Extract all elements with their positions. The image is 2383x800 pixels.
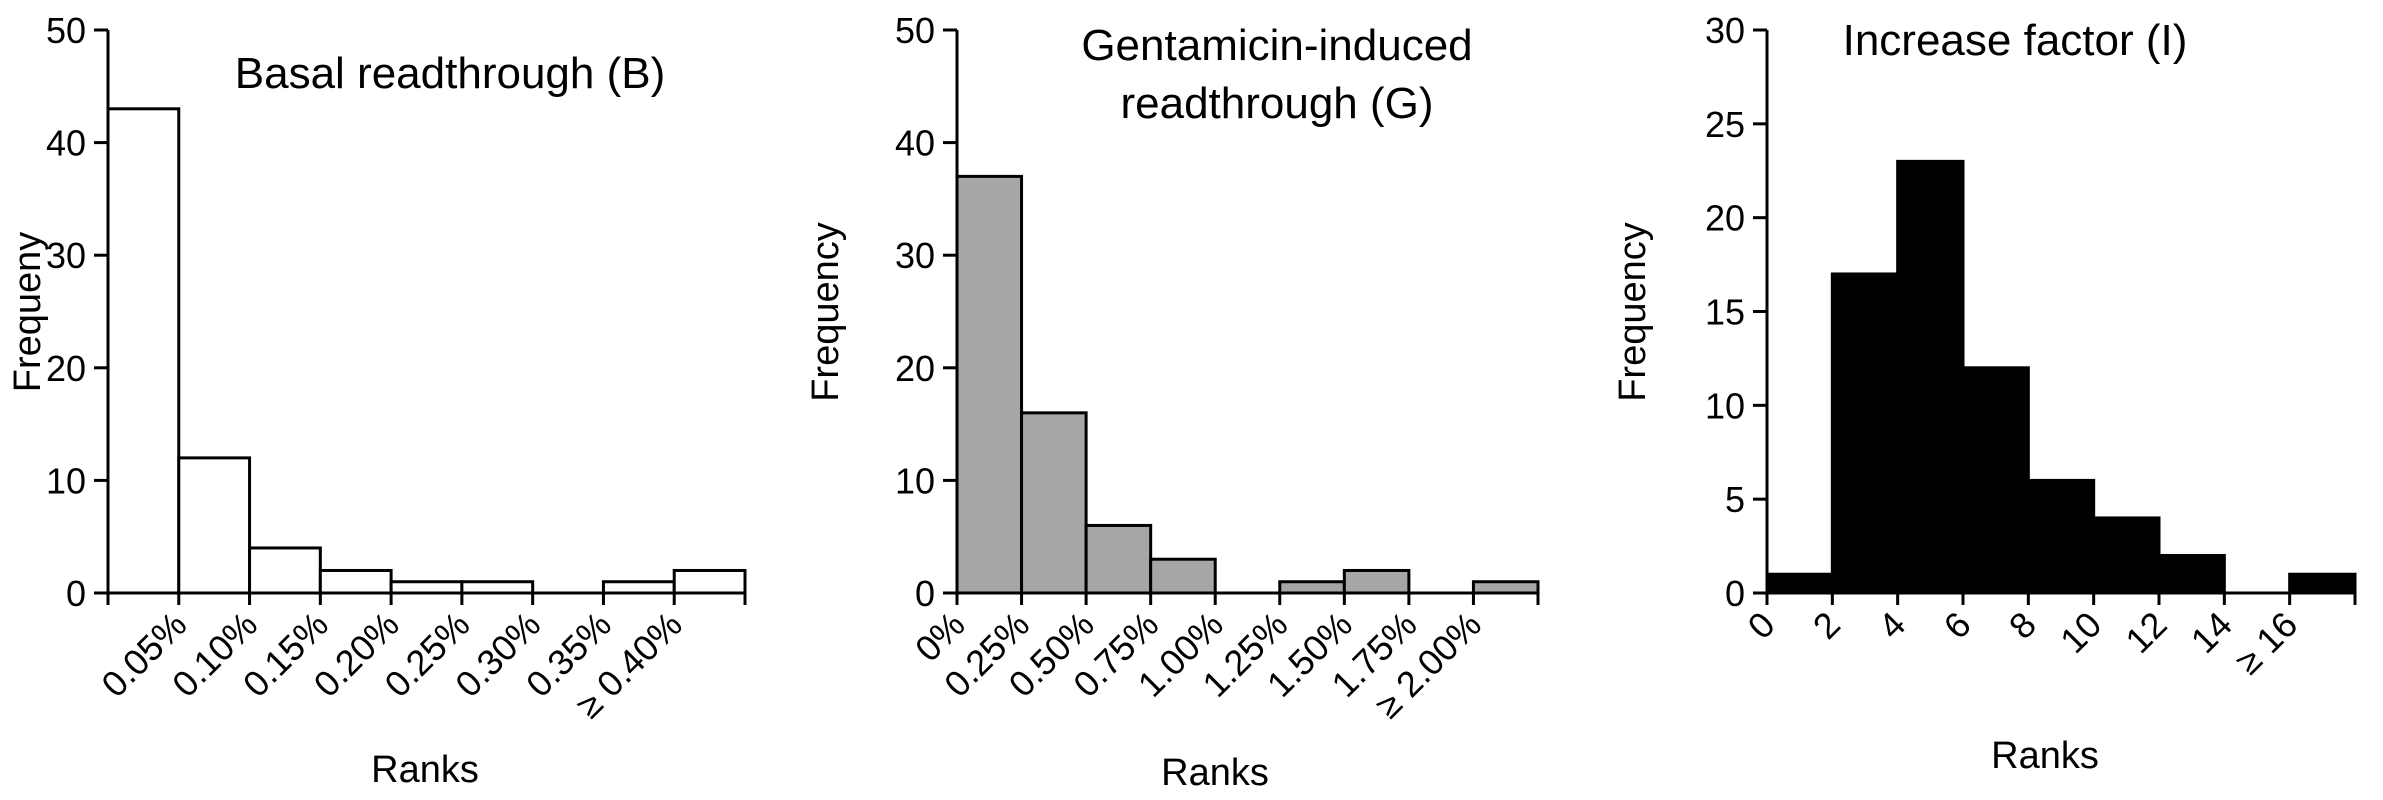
y-tick-label: 5 [1725, 479, 1745, 520]
y-tick-label: 25 [1705, 104, 1745, 145]
y-tick-label: 10 [1705, 385, 1745, 426]
y-tick-label: 50 [895, 10, 935, 51]
bar-2 [1084, 523, 1153, 595]
bar-6 [1342, 568, 1411, 595]
y-tick-label: 20 [1705, 198, 1745, 239]
chart-title: Increase factor (I) [1843, 16, 2188, 65]
bar-6 [2157, 553, 2226, 595]
y-tick-label: 20 [895, 348, 935, 389]
bar-5 [2092, 516, 2161, 595]
x-tick-label: 2 [1805, 604, 1848, 647]
chart-title: readthrough (G) [1120, 79, 1433, 128]
x-axis-title: Ranks [1991, 735, 2099, 777]
chart-title: Basal readthrough (B) [235, 49, 665, 98]
bar-0 [955, 174, 1024, 595]
bar-0 [1765, 572, 1834, 595]
bar-2 [248, 546, 322, 595]
bar-4 [389, 580, 464, 595]
bar-7 [601, 580, 676, 595]
bar-4 [2026, 478, 2096, 595]
y-tick-label: 40 [46, 123, 86, 164]
y-tick-label: 10 [895, 460, 935, 501]
x-tick-label: 12 [2117, 604, 2174, 661]
bar-8 [1471, 580, 1540, 595]
x-tick-label: 4 [1870, 604, 1913, 647]
bar-5 [460, 580, 535, 595]
y-tick-label: 30 [46, 235, 86, 276]
y-tick-label: 0 [915, 573, 935, 614]
y-tick-label: 40 [895, 123, 935, 164]
y-tick-label: 20 [46, 348, 86, 389]
y-tick-label: 15 [1705, 292, 1745, 333]
y-tick-label: 0 [66, 573, 86, 614]
chart-basal-readthrough: 010203040500.05%0.10%0.15%0.20%0.25%0.30… [7, 10, 747, 791]
y-axis-title: Frequeny [7, 232, 49, 393]
y-tick-label: 30 [895, 235, 935, 276]
y-tick-label: 10 [46, 460, 86, 501]
bar-8 [2288, 572, 2357, 595]
x-tick-label: 10 [2052, 604, 2109, 661]
y-axis-title: Frequency [805, 222, 847, 402]
bar-8 [672, 568, 747, 595]
bar-1 [1020, 411, 1088, 595]
x-tick-label: 6 [1936, 604, 1979, 647]
chart-title: Gentamicin-induced [1081, 21, 1472, 70]
y-tick-label: 30 [1705, 10, 1745, 51]
x-axis-title: Ranks [1161, 752, 1269, 794]
x-tick-label: 8 [2001, 604, 2044, 647]
y-tick-label: 0 [1725, 573, 1745, 614]
y-tick-label: 50 [46, 10, 86, 51]
x-tick-label: ≥ 16 [2227, 604, 2305, 682]
bar-1 [177, 456, 252, 595]
bar-3 [318, 568, 393, 595]
bar-2 [1896, 159, 1965, 595]
bar-3 [1961, 366, 2030, 595]
bar-3 [1149, 557, 1217, 595]
x-axis-title: Ranks [371, 749, 479, 791]
bar-1 [1830, 272, 1900, 595]
bar-5 [1278, 580, 1346, 595]
bar-0 [106, 107, 181, 595]
x-tick-label: 0 [1740, 604, 1783, 647]
y-axis-title: Frequency [1612, 222, 1654, 402]
chart-gentamicin-induced-readthrough: 010203040500%0.25%0.50%0.75%1.00%1.25%1.… [805, 10, 1540, 794]
